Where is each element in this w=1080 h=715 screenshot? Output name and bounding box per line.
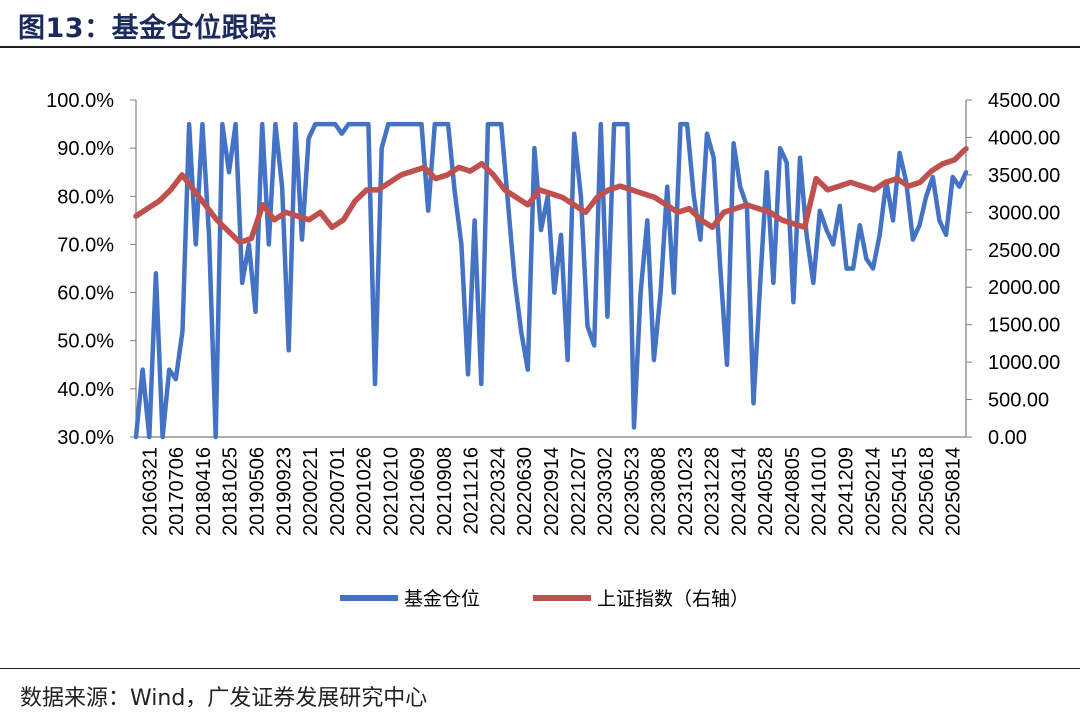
x-tick-label: 20230523 — [621, 447, 643, 536]
series-line-fund — [133, 121, 969, 440]
x-tick-label: 20211216 — [461, 447, 483, 535]
x-tick-label: 20250618 — [916, 447, 938, 536]
x-tick-label: 20230808 — [648, 447, 670, 536]
x-tick-label: 20240528 — [755, 447, 777, 536]
chart: 30.0% 40.0% 50.0% 60.0% 70.0% 80.0% 90.0% 100.0… — [46, 90, 1060, 610]
left-tick-label: 50.0% — [57, 331, 114, 353]
x-tick-label: 20231228 — [702, 447, 724, 536]
x-tick-label: 20230302 — [595, 447, 617, 536]
plot-series — [133, 121, 969, 440]
source-note: 数据来源：Wind，广发证券发展研究中心 — [20, 686, 428, 711]
legend-label-index: 上证指数（右轴） — [597, 588, 749, 610]
x-tick-label: 20210908 — [434, 447, 456, 536]
top-divider — [0, 46, 1080, 48]
left-tick-label: 70.0% — [57, 234, 114, 256]
right-tick-label: 4500.00 — [988, 90, 1060, 112]
x-tick-label: 20220630 — [514, 447, 536, 536]
x-tick-label: 20220914 — [541, 447, 563, 536]
x-tick-label: 20170706 — [166, 447, 188, 536]
x-tick-label: 20221207 — [568, 447, 590, 536]
legend: 基金仓位 上证指数（右轴） — [340, 588, 749, 610]
left-tick-label: 90.0% — [57, 138, 114, 160]
x-axis-ticks: 20160321 20170706 20180416 20181025 20190506… — [139, 447, 964, 536]
x-tick-label: 20231023 — [675, 447, 697, 536]
x-tick-label: 20210210 — [380, 447, 402, 536]
x-tick-label: 20190923 — [273, 447, 295, 536]
x-tick-label: 20250814 — [943, 447, 965, 536]
x-tick-label: 20241010 — [809, 447, 831, 536]
x-tick-label: 20220324 — [487, 447, 509, 536]
right-tick-label: 4000.00 — [988, 127, 1060, 149]
x-tick-label: 20201026 — [354, 447, 376, 536]
left-tick-label: 100.0% — [46, 90, 114, 112]
legend-label-fund: 基金仓位 — [404, 588, 480, 610]
right-tick-label: 3000.00 — [988, 202, 1060, 224]
left-tick-label: 80.0% — [57, 186, 114, 208]
x-tick-label: 20200221 — [300, 447, 322, 536]
x-tick-label: 20250415 — [889, 447, 911, 536]
x-tick-label: 20240805 — [782, 447, 804, 536]
right-tick-label: 2500.00 — [988, 240, 1060, 262]
right-tick-label: 500.00 — [988, 390, 1049, 412]
series-line-index — [133, 145, 969, 246]
right-tick-label: 2000.00 — [988, 277, 1060, 299]
bottom-divider — [0, 668, 1080, 669]
left-tick-label: 60.0% — [57, 283, 114, 305]
x-tick-label: 20180416 — [193, 447, 215, 536]
left-tick-label: 40.0% — [57, 379, 114, 401]
left-tick-label: 30.0% — [57, 427, 114, 449]
x-tick-label: 20181025 — [220, 447, 242, 536]
x-tick-label: 20241209 — [836, 447, 858, 536]
x-tick-label: 20160321 — [139, 447, 161, 536]
right-axis-ticks: 0.00 500.00 1000.00 1500.00 2000.00 2500.00 30… — [966, 90, 1060, 449]
right-tick-label: 3500.00 — [988, 165, 1060, 187]
chart-axes — [135, 100, 967, 438]
x-tick-label: 20240314 — [728, 447, 750, 536]
left-axis-ticks: 30.0% 40.0% 50.0% 60.0% 70.0% 80.0% 90.0% 100.0… — [46, 90, 136, 449]
right-tick-label: 1500.00 — [988, 315, 1060, 337]
x-tick-label: 20200701 — [327, 447, 349, 536]
right-tick-label: 1000.00 — [988, 352, 1060, 374]
x-tick-label: 20190506 — [246, 447, 268, 536]
x-tick-label: 20210609 — [407, 447, 429, 536]
right-tick-label: 0.00 — [988, 427, 1027, 449]
x-tick-label: 20250214 — [862, 447, 884, 536]
figure-title: 图13：基金仓位跟踪 — [18, 13, 277, 44]
